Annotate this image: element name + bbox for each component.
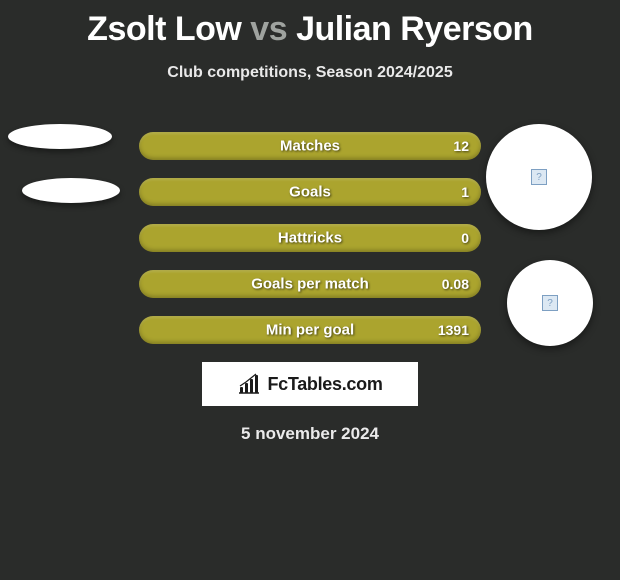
stats-bars: Matches 12 Goals 1 Hattricks 0 Goals per match…: [139, 132, 481, 344]
logo-text: FcTables.com: [267, 374, 382, 395]
stat-value: 12: [453, 138, 469, 154]
stat-value: 0: [461, 230, 469, 246]
placeholder-image-icon: [531, 169, 547, 185]
stat-bar: Matches 12: [139, 132, 481, 160]
stat-label: Matches: [280, 138, 340, 155]
stat-bar: Min per goal 1391: [139, 316, 481, 344]
stat-bar: Goals 1: [139, 178, 481, 206]
right-circle: [507, 260, 593, 346]
stat-label: Goals: [289, 184, 331, 201]
subtitle: Club competitions, Season 2024/2025: [0, 64, 620, 82]
page-title: Zsolt Low vs Julian Ryerson: [0, 0, 620, 49]
logo-box: FcTables.com: [202, 362, 418, 406]
right-circle: [486, 124, 592, 230]
stat-bar: Goals per match 0.08: [139, 270, 481, 298]
placeholder-image-icon: [542, 295, 558, 311]
left-oval: [8, 124, 112, 149]
stat-value: 1: [461, 184, 469, 200]
vs-separator: vs: [250, 10, 287, 48]
date-label: 5 november 2024: [0, 424, 620, 444]
stat-label: Goals per match: [251, 276, 369, 293]
stat-label: Hattricks: [278, 230, 342, 247]
stat-label: Min per goal: [266, 322, 354, 339]
left-oval: [22, 178, 120, 203]
player2-name: Julian Ryerson: [296, 10, 533, 48]
stat-value: 0.08: [442, 276, 469, 292]
stat-value: 1391: [438, 322, 469, 338]
logo-chart-icon: [237, 373, 261, 395]
player1-name: Zsolt Low: [87, 10, 241, 48]
stat-bar: Hattricks 0: [139, 224, 481, 252]
